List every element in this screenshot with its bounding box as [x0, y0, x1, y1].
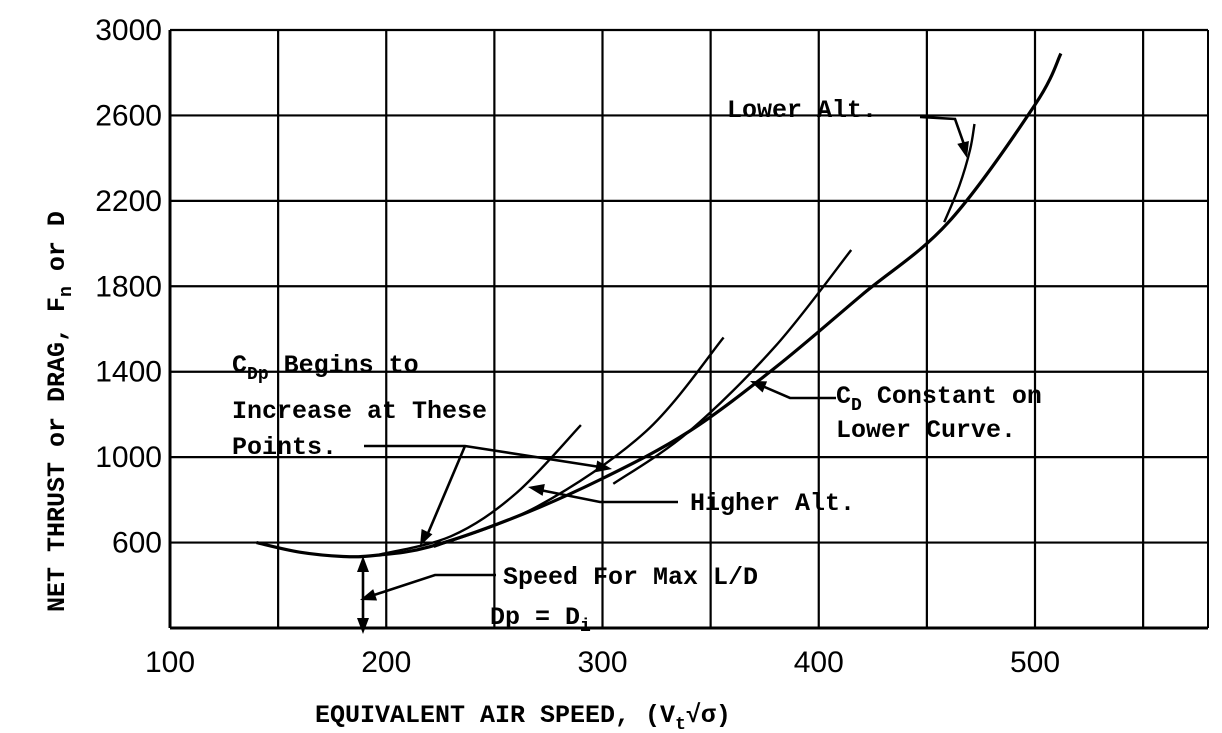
annotation-cd-line: CD Constant on — [836, 382, 1042, 416]
curve-thrust-curve-2 — [433, 336, 725, 548]
leader-cd — [759, 383, 836, 400]
grid — [170, 28, 1208, 628]
y-tick-label: 2200 — [95, 185, 162, 218]
y-tick-labels: 600 1000 1400 1800 2200 2600 3000 — [95, 14, 162, 560]
annotation-cdp-line: Increase at These — [232, 397, 487, 426]
annotation-speed-line: Speed For Max L/D — [503, 563, 758, 592]
curve-drag-curve — [256, 52, 1063, 559]
arrowhead-lower-alt — [957, 141, 969, 158]
y-tick-label: 1800 — [95, 270, 162, 303]
arrowhead-cdp-down — [420, 528, 433, 546]
y-tick-label: 1400 — [95, 356, 162, 389]
y-tick-label: 600 — [112, 527, 162, 560]
annotation-higher-alt-line: Higher Alt. — [690, 489, 855, 518]
arrowhead-speed-down — [357, 618, 369, 634]
y-tick-label: 2600 — [95, 99, 162, 132]
x-axis-title: EQUIVALENT AIR SPEED, (Vt√σ) — [315, 701, 731, 733]
arrowhead-higher-alt — [528, 484, 545, 496]
x-tick-label: 100 — [145, 646, 195, 679]
x-tick-label: 500 — [1010, 646, 1060, 679]
annotation-cdp-line: CDp Begins to — [232, 351, 419, 385]
leader-speed — [367, 573, 496, 599]
x-tick-labels: 100 200 300 400 500 — [145, 646, 1060, 679]
x-tick-label: 400 — [794, 646, 844, 679]
annotation-speed-line: Dp = Di — [490, 603, 591, 637]
annotation-cd-line: Lower Curve. — [836, 416, 1016, 445]
leader-lower-alt — [919, 115, 968, 151]
leader-higher-alt — [539, 488, 678, 504]
x-tick-label: 300 — [577, 646, 627, 679]
arrowhead-cdp-right — [595, 460, 612, 473]
x-tick-label: 200 — [361, 646, 411, 679]
curves — [256, 52, 1063, 559]
leader-cdp-down — [424, 445, 467, 539]
annotation-arrows — [357, 115, 969, 634]
plot-frame — [168, 30, 1209, 630]
curve-thrust-curve-4 — [943, 123, 976, 223]
annotation-cdp-line: Points. — [232, 433, 337, 462]
arrowhead-cd — [750, 381, 768, 393]
y-axis-title: NET THRUST or DRAG, Fn or D — [43, 211, 77, 612]
annotation-lower-alt-line: Lower Alt. — [727, 96, 877, 125]
annotations: CDp Begins to Increase at These Points. CD … — [232, 96, 1042, 637]
y-tick-label: 1000 — [95, 441, 162, 474]
axis-titles: EQUIVALENT AIR SPEED, (Vt√σ) NET THRUST o… — [43, 211, 731, 733]
y-tick-label: 3000 — [95, 14, 162, 47]
arrowhead-speed-up — [357, 556, 369, 572]
curve-thrust-curve-3 — [612, 249, 853, 485]
curve-thrust-curve-1 — [375, 424, 582, 557]
